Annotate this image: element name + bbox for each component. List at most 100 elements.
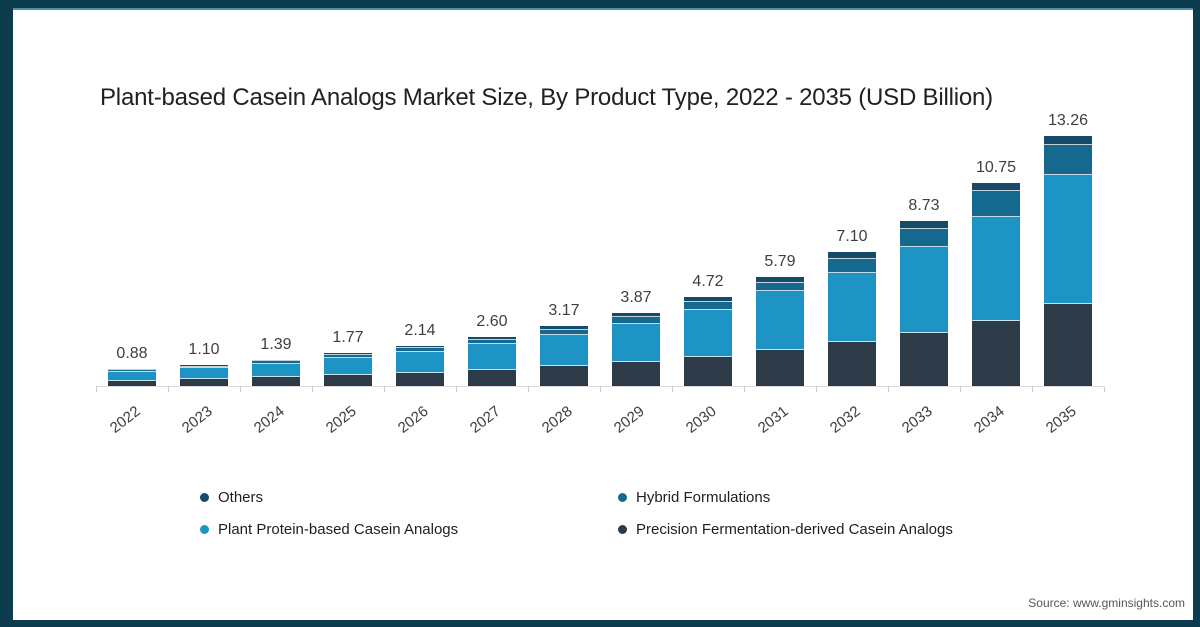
bar-segment-plant-protein-based-casein-analogs[interactable] <box>900 247 948 333</box>
stacked-bar[interactable] <box>756 277 804 386</box>
bar-group-2026[interactable]: 2.14 <box>384 120 456 386</box>
axis-tick <box>456 387 457 392</box>
legend-item-precision-fermentation-derived-casein-analogs[interactable]: Precision Fermentation-derived Casein An… <box>618 521 953 538</box>
bar-segment-plant-protein-based-casein-analogs[interactable] <box>684 310 732 357</box>
bar-segment-hybrid-formulations[interactable] <box>108 370 156 372</box>
bar-segment-hybrid-formulations[interactable] <box>756 283 804 291</box>
stacked-bar[interactable] <box>180 365 228 386</box>
bar-segment-plant-protein-based-casein-analogs[interactable] <box>252 364 300 377</box>
bar-segment-plant-protein-based-casein-analogs[interactable] <box>612 324 660 362</box>
bar-segment-precision-fermentation-derived-casein-analogs[interactable] <box>540 366 588 386</box>
bar-group-2023[interactable]: 1.10 <box>168 120 240 386</box>
x-axis-label-2027: 2027 <box>466 402 504 437</box>
bar-segment-others[interactable] <box>828 252 876 259</box>
bar-segment-precision-fermentation-derived-casein-analogs[interactable] <box>108 381 156 386</box>
bar-group-2031[interactable]: 5.79 <box>744 120 816 386</box>
bar-segment-plant-protein-based-casein-analogs[interactable] <box>180 368 228 379</box>
bar-segment-others[interactable] <box>468 337 516 340</box>
bar-segment-hybrid-formulations[interactable] <box>828 259 876 273</box>
bar-group-2027[interactable]: 2.60 <box>456 120 528 386</box>
bar-segment-hybrid-formulations[interactable] <box>252 361 300 364</box>
bar-segment-others[interactable] <box>972 183 1020 191</box>
bar-segment-others[interactable] <box>1044 136 1092 145</box>
bar-segment-others[interactable] <box>900 221 948 229</box>
x-axis-label-2033: 2033 <box>898 402 936 437</box>
legend-label: Plant Protein-based Casein Analogs <box>218 521 459 538</box>
bar-segment-plant-protein-based-casein-analogs[interactable] <box>972 217 1020 321</box>
stacked-bar[interactable] <box>684 297 732 386</box>
bar-group-2022[interactable]: 0.88 <box>96 120 168 386</box>
legend-item-hybrid-formulations[interactable]: Hybrid Formulations <box>618 489 770 506</box>
stacked-bar[interactable] <box>396 346 444 386</box>
bar-segment-hybrid-formulations[interactable] <box>540 330 588 335</box>
bar-group-2030[interactable]: 4.72 <box>672 120 744 386</box>
bar-segment-others[interactable] <box>180 365 228 367</box>
bar-group-2028[interactable]: 3.17 <box>528 120 600 386</box>
axis-tick <box>96 387 97 392</box>
stacked-bar[interactable] <box>540 326 588 386</box>
bar-segment-plant-protein-based-casein-analogs[interactable] <box>108 372 156 381</box>
bar-segment-hybrid-formulations[interactable] <box>684 302 732 310</box>
stacked-bar[interactable] <box>1044 136 1092 386</box>
stacked-bar[interactable] <box>252 360 300 386</box>
bar-segment-hybrid-formulations[interactable] <box>972 191 1020 217</box>
bar-segment-hybrid-formulations[interactable] <box>396 348 444 352</box>
bar-group-2029[interactable]: 3.87 <box>600 120 672 386</box>
axis-tick <box>240 387 241 392</box>
bar-segment-plant-protein-based-casein-analogs[interactable] <box>324 358 372 375</box>
bar-segment-others[interactable] <box>252 360 300 361</box>
bar-value-label: 10.75 <box>975 159 1017 176</box>
stacked-bar[interactable] <box>612 313 660 386</box>
bar-segment-precision-fermentation-derived-casein-analogs[interactable] <box>900 333 948 386</box>
bar-group-2024[interactable]: 1.39 <box>240 120 312 386</box>
bar-value-label: 1.39 <box>260 336 292 353</box>
axis-tick <box>384 387 385 392</box>
bar-segment-others[interactable] <box>756 277 804 283</box>
bar-segment-plant-protein-based-casein-analogs[interactable] <box>1044 175 1092 304</box>
bar-segment-others[interactable] <box>324 353 372 355</box>
bar-segment-precision-fermentation-derived-casein-analogs[interactable] <box>324 375 372 386</box>
bar-segment-precision-fermentation-derived-casein-analogs[interactable] <box>468 370 516 386</box>
bar-segment-plant-protein-based-casein-analogs[interactable] <box>756 291 804 350</box>
bar-segment-plant-protein-based-casein-analogs[interactable] <box>396 352 444 373</box>
bar-group-2025[interactable]: 1.77 <box>312 120 384 386</box>
bar-segment-hybrid-formulations[interactable] <box>612 317 660 324</box>
bar-value-label: 3.17 <box>548 302 580 319</box>
bar-segment-precision-fermentation-derived-casein-analogs[interactable] <box>252 377 300 386</box>
bar-segment-precision-fermentation-derived-casein-analogs[interactable] <box>684 357 732 386</box>
bar-segment-others[interactable] <box>540 326 588 330</box>
stacked-bar[interactable] <box>900 221 948 386</box>
bar-segment-precision-fermentation-derived-casein-analogs[interactable] <box>972 321 1020 386</box>
bar-segment-others[interactable] <box>612 313 660 317</box>
bar-group-2034[interactable]: 10.75 <box>960 120 1032 386</box>
bar-segment-hybrid-formulations[interactable] <box>180 367 228 368</box>
bar-segment-precision-fermentation-derived-casein-analogs[interactable] <box>756 350 804 386</box>
bar-group-2032[interactable]: 7.10 <box>816 120 888 386</box>
axis-tick <box>672 387 673 392</box>
legend-item-plant-protein-based-casein-analogs[interactable]: Plant Protein-based Casein Analogs <box>200 521 458 538</box>
stacked-bar[interactable] <box>972 183 1020 386</box>
axis-tick <box>312 387 313 392</box>
bar-segment-hybrid-formulations[interactable] <box>1044 145 1092 175</box>
bar-segment-plant-protein-based-casein-analogs[interactable] <box>540 335 588 366</box>
bar-segment-precision-fermentation-derived-casein-analogs[interactable] <box>180 379 228 386</box>
legend-item-others[interactable]: Others <box>200 489 263 506</box>
bar-group-2035[interactable]: 13.26 <box>1032 112 1104 386</box>
bar-segment-precision-fermentation-derived-casein-analogs[interactable] <box>1044 304 1092 386</box>
bar-segment-others[interactable] <box>684 297 732 302</box>
bar-segment-plant-protein-based-casein-analogs[interactable] <box>468 344 516 370</box>
bar-group-2033[interactable]: 8.73 <box>888 120 960 386</box>
stacked-bar[interactable] <box>468 337 516 386</box>
bar-segment-plant-protein-based-casein-analogs[interactable] <box>828 273 876 342</box>
stacked-bar[interactable] <box>828 252 876 386</box>
bar-segment-hybrid-formulations[interactable] <box>324 355 372 358</box>
stacked-bar[interactable] <box>324 353 372 386</box>
bar-segment-others[interactable] <box>396 346 444 348</box>
bar-segment-hybrid-formulations[interactable] <box>468 340 516 344</box>
bar-segment-precision-fermentation-derived-casein-analogs[interactable] <box>612 362 660 386</box>
bar-segment-others[interactable] <box>108 369 156 370</box>
bar-segment-hybrid-formulations[interactable] <box>900 229 948 247</box>
bar-segment-precision-fermentation-derived-casein-analogs[interactable] <box>828 342 876 386</box>
bar-segment-precision-fermentation-derived-casein-analogs[interactable] <box>396 373 444 386</box>
stacked-bar[interactable] <box>108 369 156 386</box>
